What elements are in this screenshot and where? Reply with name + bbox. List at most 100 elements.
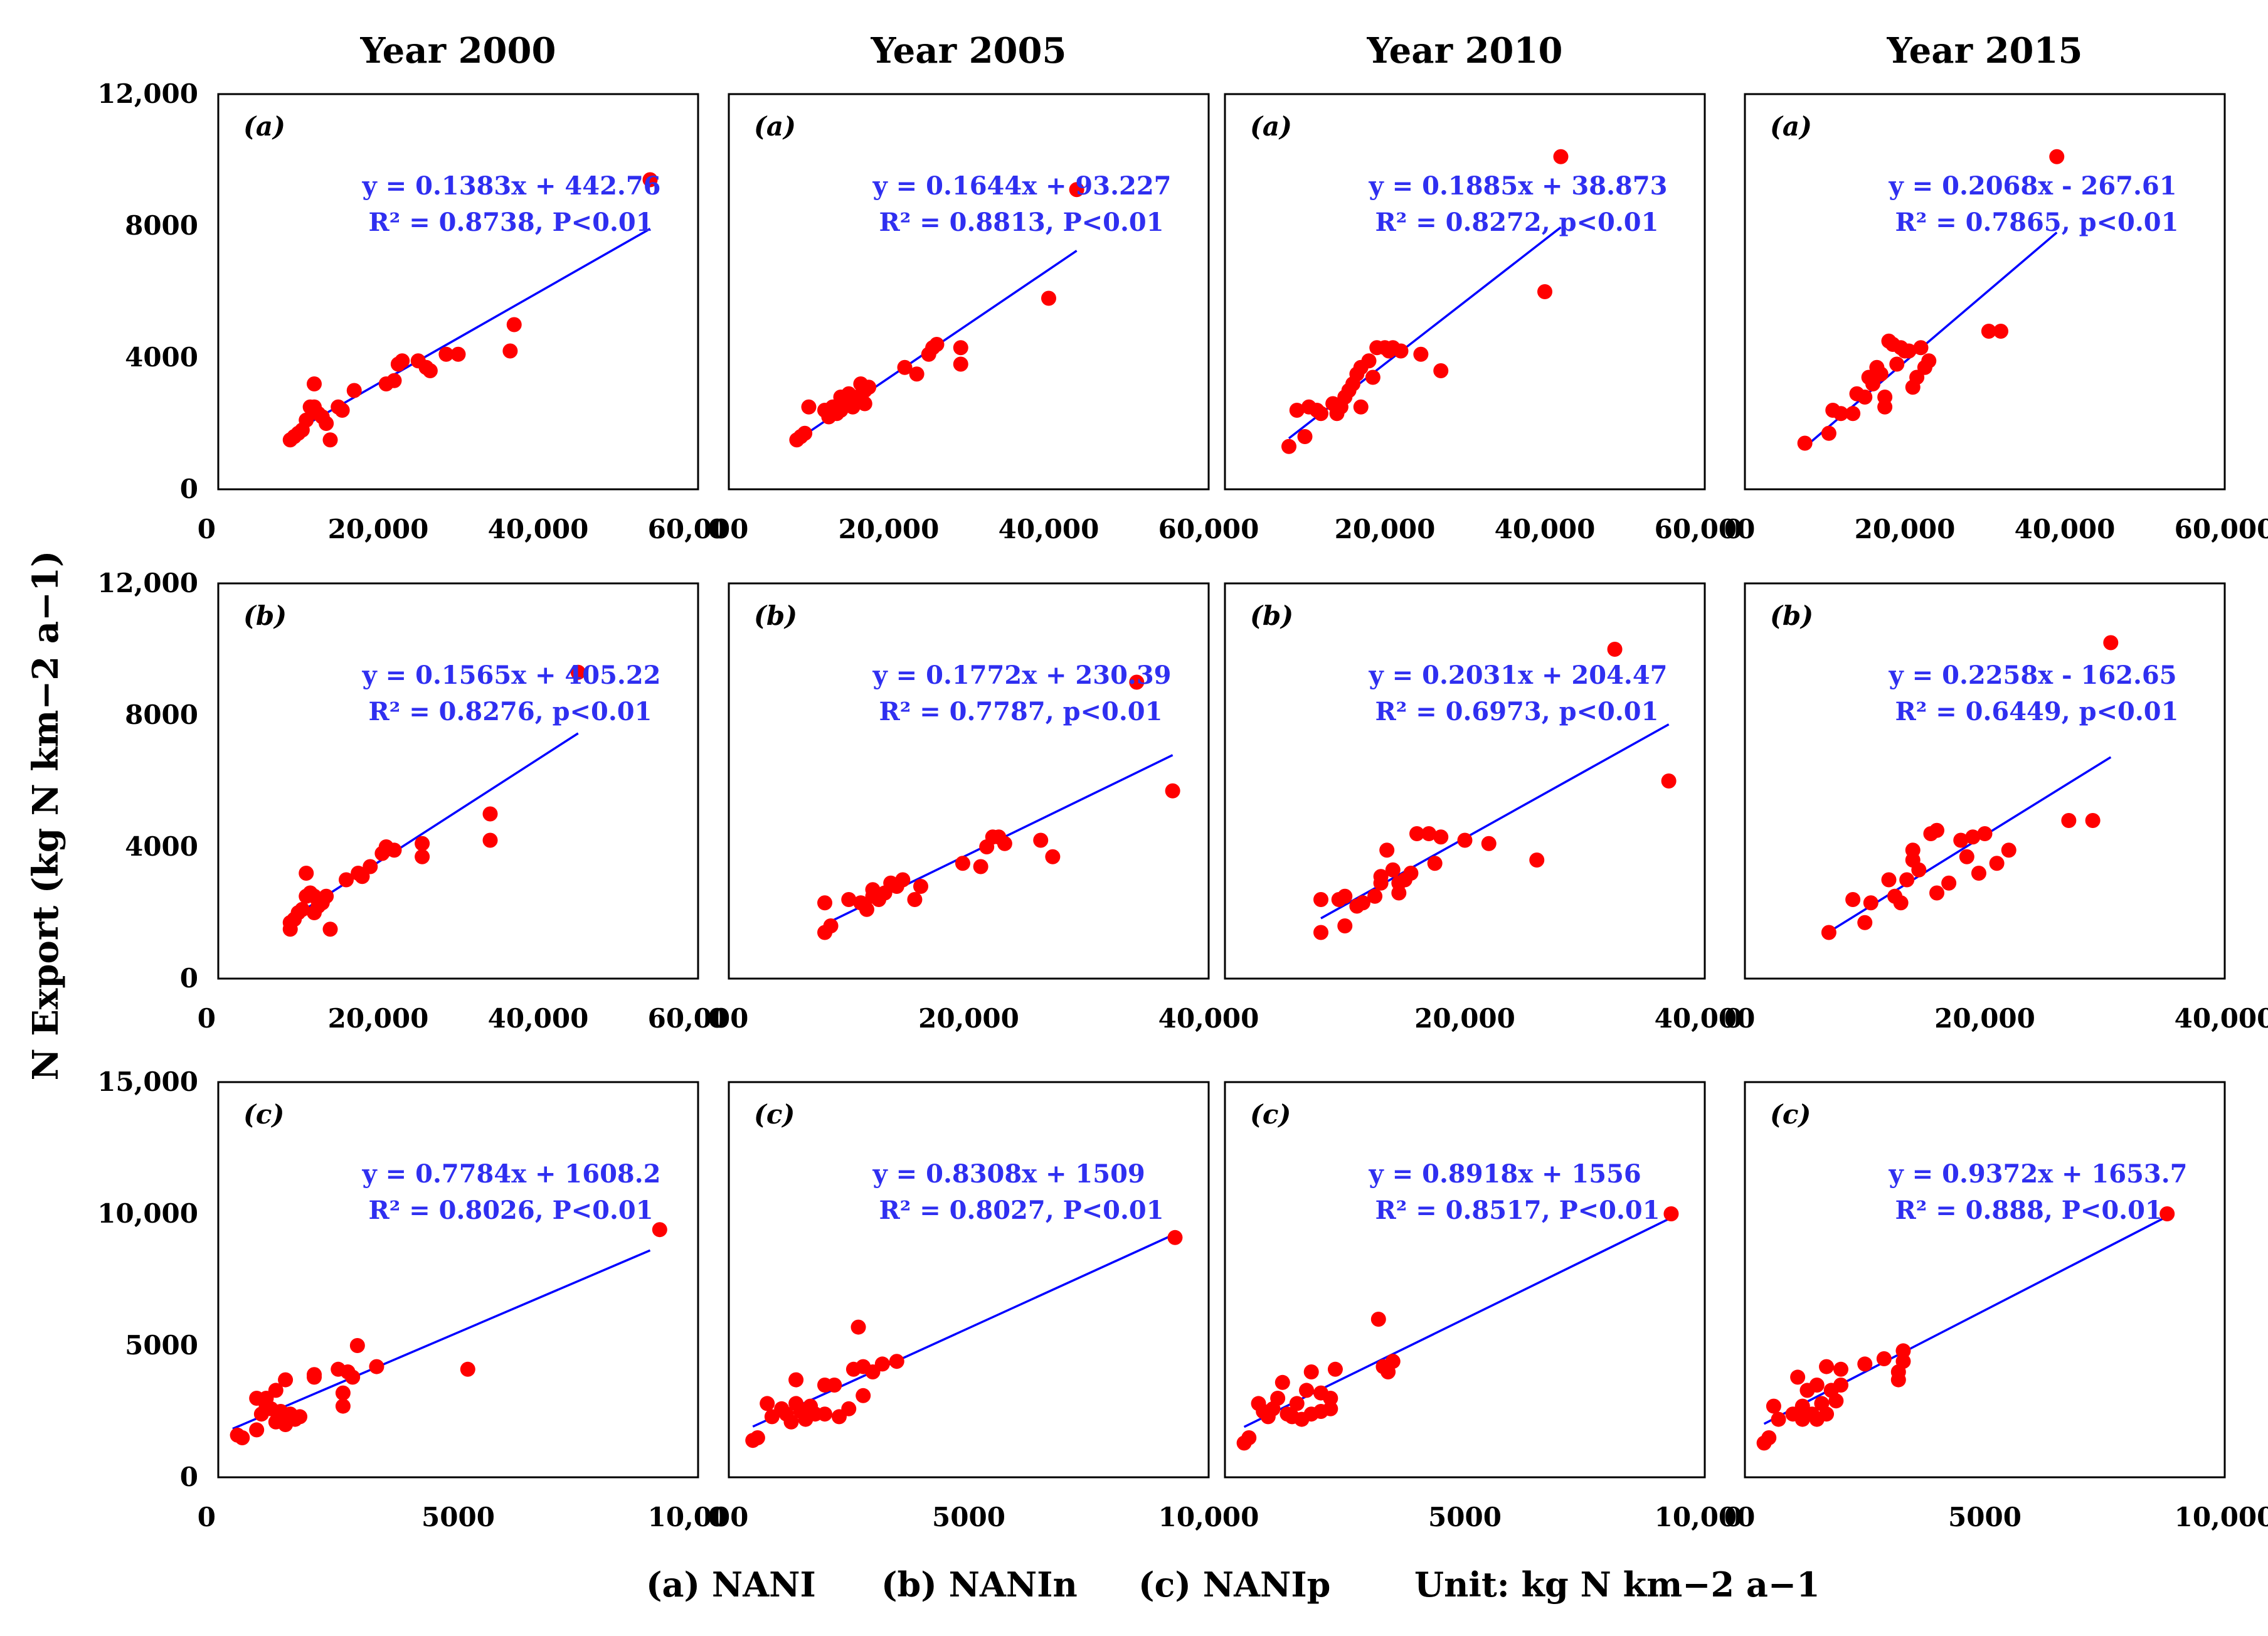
data-point bbox=[2085, 813, 2101, 828]
data-point bbox=[1274, 1374, 1290, 1390]
data-point bbox=[339, 872, 354, 888]
data-point bbox=[302, 399, 318, 415]
data-point bbox=[1899, 872, 1915, 888]
data-point bbox=[1165, 783, 1180, 799]
panel-r2c3: 0 5000 10,000 (c) y = 0.9372x + 1653.7 R² = 0… bbox=[1724, 1081, 2268, 1532]
data-point bbox=[263, 1401, 279, 1416]
data-point bbox=[897, 359, 913, 375]
data-point bbox=[268, 1414, 284, 1430]
data-point bbox=[1790, 1369, 1806, 1385]
x-tick-label: 5000 bbox=[1428, 1502, 1502, 1532]
y-tick-label: 0 bbox=[180, 1462, 198, 1492]
y-tick-label: 15,000 bbox=[97, 1066, 198, 1097]
data-point bbox=[482, 806, 498, 822]
panel-r1c2: 0 20,000 40,000 (b) y = 0.2031x + 204.47 R² =… bbox=[1204, 582, 1756, 1034]
r-squared-label: R² = 0.8813, P<0.01 bbox=[879, 208, 1164, 237]
legend: (a) NANI (b) NANIn (c) NANIp Unit: kg N … bbox=[646, 1564, 1820, 1605]
x-tick-label: 20,000 bbox=[1855, 514, 1956, 544]
data-point bbox=[953, 340, 968, 356]
data-point bbox=[745, 1433, 761, 1448]
panel-label: (c) bbox=[1770, 1099, 1811, 1130]
y-tick-label: 12,000 bbox=[97, 78, 198, 109]
data-point bbox=[1881, 333, 1897, 349]
data-point bbox=[1375, 1359, 1391, 1374]
x-tick-label: 40,000 bbox=[1158, 1003, 1259, 1034]
data-point bbox=[865, 1364, 881, 1379]
data-point bbox=[374, 846, 390, 861]
data-point bbox=[1941, 875, 1957, 891]
regression-line bbox=[752, 1233, 1176, 1428]
data-point bbox=[1965, 829, 1981, 845]
data-point bbox=[1959, 849, 1974, 864]
data-point bbox=[369, 1359, 384, 1374]
data-point bbox=[249, 1391, 265, 1406]
data-point bbox=[299, 888, 314, 904]
data-point bbox=[506, 317, 522, 332]
x-tick-label: 20,000 bbox=[918, 1003, 1019, 1034]
panel-label: (b) bbox=[754, 600, 797, 631]
x-tick-label: 0 bbox=[1204, 1003, 1222, 1034]
data-point bbox=[2159, 1206, 2175, 1221]
r-squared-label: R² = 0.7787, p<0.01 bbox=[879, 697, 1163, 726]
panel-label: (c) bbox=[243, 1099, 284, 1130]
y-tick-label: 12,000 bbox=[97, 568, 198, 598]
x-tick-label: 40,000 bbox=[1655, 1003, 1756, 1034]
data-point bbox=[1331, 892, 1347, 907]
data-point bbox=[1289, 1396, 1305, 1411]
regression-equation: y = 0.1644x + 93.227 bbox=[872, 171, 1172, 201]
panel-label: (a) bbox=[1250, 111, 1292, 142]
x-tick-label: 0 bbox=[708, 1003, 726, 1034]
data-point bbox=[1877, 390, 1893, 405]
y-tick-label: 5000 bbox=[125, 1330, 198, 1361]
data-point bbox=[2103, 635, 2119, 651]
x-tick-label: 40,000 bbox=[488, 1003, 589, 1034]
y-tick-label: 0 bbox=[180, 963, 198, 994]
data-point bbox=[1280, 1406, 1295, 1422]
data-point bbox=[1413, 346, 1429, 362]
data-point bbox=[1313, 925, 1328, 940]
data-point bbox=[1785, 1406, 1801, 1422]
r-squared-label: R² = 0.8027, P<0.01 bbox=[879, 1196, 1164, 1225]
data-point bbox=[410, 353, 426, 369]
x-tick-label: 60,000 bbox=[648, 514, 749, 544]
data-point bbox=[955, 856, 970, 871]
r-squared-label: R² = 0.6449, p<0.01 bbox=[1895, 697, 2179, 726]
data-point bbox=[1301, 399, 1317, 415]
y-tick-label: 0 bbox=[180, 474, 198, 504]
legend-nani: (a) NANI bbox=[646, 1564, 816, 1605]
panel-r0c2: Year 2010 0 20,000 40,000 60,000 (a) y = 0.188… bbox=[1204, 30, 1756, 544]
y-tick-label: 8000 bbox=[125, 699, 198, 730]
data-point bbox=[1819, 1359, 1835, 1374]
data-point bbox=[909, 366, 925, 382]
data-point bbox=[334, 403, 350, 418]
data-point bbox=[287, 1411, 303, 1427]
data-point bbox=[1971, 866, 1986, 881]
x-tick-label: 40,000 bbox=[2175, 1003, 2268, 1034]
column-title: Year 2015 bbox=[1887, 30, 2083, 72]
data-point bbox=[1821, 425, 1836, 441]
x-tick-label: 60,000 bbox=[1158, 514, 1259, 544]
data-point bbox=[642, 172, 658, 188]
data-point bbox=[1381, 343, 1397, 359]
data-point bbox=[1529, 853, 1545, 868]
data-point bbox=[1981, 324, 1996, 339]
r-squared-label: R² = 0.8517, P<0.01 bbox=[1375, 1196, 1660, 1225]
y-tick-label: 10,000 bbox=[97, 1198, 198, 1229]
regression-equation: y = 0.2068x - 267.61 bbox=[1889, 171, 2177, 201]
data-point bbox=[450, 346, 466, 362]
x-tick-label: 40,000 bbox=[999, 514, 1100, 544]
data-point bbox=[1889, 356, 1905, 372]
data-point bbox=[1993, 324, 2008, 339]
data-point bbox=[349, 1338, 365, 1353]
data-point bbox=[1481, 836, 1497, 851]
data-point bbox=[2049, 149, 2065, 164]
data-point bbox=[460, 1361, 475, 1377]
data-point bbox=[282, 432, 298, 448]
legend-nanip: (c) NANIp bbox=[1138, 1564, 1330, 1605]
data-point bbox=[1427, 856, 1443, 871]
x-tick-label: 0 bbox=[198, 514, 216, 544]
data-point bbox=[1890, 1372, 1906, 1388]
regression-equation: y = 0.8308x + 1509 bbox=[872, 1159, 1145, 1189]
